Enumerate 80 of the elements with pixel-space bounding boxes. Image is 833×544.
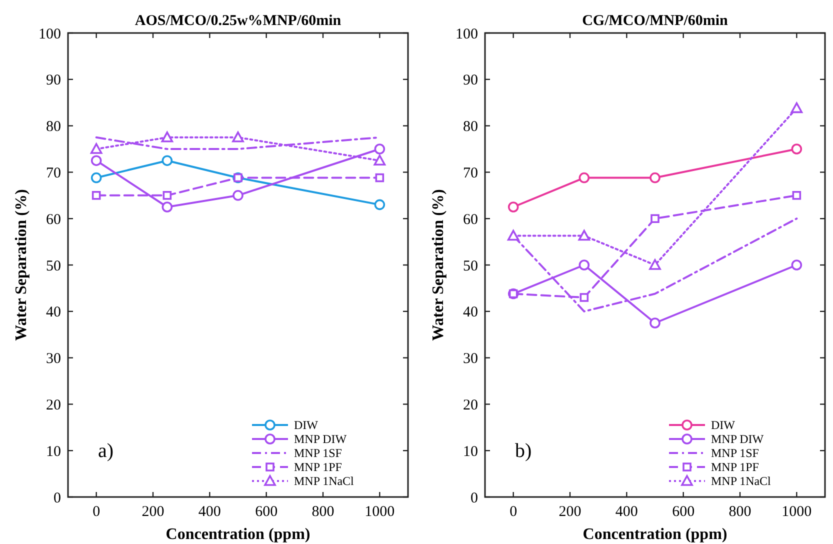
x-axis-title: Concentration (ppm) [582, 526, 728, 543]
point [90, 155, 102, 166]
y-axis-title: Water Separation (%) [13, 189, 30, 341]
x-tick-label: 800 [728, 504, 752, 520]
point [791, 144, 802, 154]
y-tick-label: 10 [463, 444, 478, 460]
point [578, 230, 590, 241]
x-tick-label: 0 [510, 504, 518, 520]
point [580, 293, 589, 302]
point [90, 143, 102, 154]
point [649, 259, 661, 270]
point [92, 191, 101, 200]
point [650, 214, 660, 223]
y-tick-label: 60 [463, 212, 478, 228]
y-tick-label: 60 [46, 212, 61, 228]
point [578, 172, 590, 184]
y-tick-label: 20 [463, 397, 478, 414]
point [578, 260, 590, 270]
x-tick-label: 1000 [364, 504, 395, 520]
legend-label: MNP 1NaCl [294, 474, 355, 488]
point [374, 144, 386, 154]
chart-title: CG/MCO/MNP/60min [582, 13, 729, 29]
point [374, 154, 386, 166]
y-tick-label: 30 [463, 351, 478, 368]
y-tick-label: 80 [46, 119, 61, 136]
y-tick-label: 10 [46, 444, 61, 460]
y-tick-label: 20 [46, 397, 61, 414]
point [374, 199, 386, 210]
point [162, 155, 173, 166]
legend-label: MNP 1SF [294, 446, 342, 460]
point [90, 172, 102, 184]
y-tick-label: 70 [463, 165, 478, 182]
annotation: a) [98, 440, 114, 462]
point [162, 202, 173, 212]
x-tick-label: 600 [672, 504, 695, 520]
point [508, 202, 519, 212]
point [650, 318, 660, 328]
y-tick-label: 90 [46, 72, 61, 89]
y-tick-label: 100 [38, 26, 61, 42]
y-tick-label: 0 [470, 490, 478, 506]
point [790, 102, 803, 114]
x-tick-label: 1000 [782, 504, 812, 520]
legend-label: MNP DIW [294, 432, 348, 446]
y-tick-label: 90 [463, 72, 478, 89]
point [162, 191, 172, 200]
y-tick-label: 80 [463, 119, 478, 136]
x-tick-label: 800 [312, 504, 334, 520]
y-tick-label: 40 [463, 304, 478, 321]
point [792, 191, 802, 200]
point [508, 289, 518, 298]
y-tick-label: 0 [54, 490, 61, 506]
x-axis-title: Concentration (ppm) [166, 526, 310, 543]
point [375, 173, 384, 182]
y-tick-label: 100 [456, 26, 478, 42]
legend-label: DIW [294, 418, 319, 432]
y-tick-label: 30 [46, 351, 61, 368]
chart-title: AOS/MCO/0.25w%MNP/60min [134, 13, 342, 29]
legend-label: MNP DIW [711, 432, 764, 446]
point [232, 132, 244, 142]
x-tick-label: 0 [92, 504, 100, 520]
point [232, 190, 244, 201]
annotation: b) [515, 440, 532, 462]
x-tick-label: 400 [198, 504, 221, 520]
x-tick-label: 600 [255, 504, 278, 520]
point [161, 132, 174, 142]
legend-label: MNP 1PF [711, 460, 760, 474]
x-tick-label: 200 [142, 504, 164, 520]
y-tick-label: 50 [463, 258, 478, 274]
y-tick-label: 50 [46, 258, 61, 274]
y-axis-title: Water Separation (%) [430, 189, 447, 341]
x-tick-label: 200 [558, 504, 582, 520]
legend-label: MNP 1PF [294, 460, 342, 474]
y-tick-label: 40 [46, 304, 61, 321]
legend-label: MNP 1SF [711, 446, 760, 460]
y-tick-label: 70 [46, 165, 61, 182]
legend-label: DIW [711, 418, 736, 432]
x-tick-label: 400 [615, 504, 638, 520]
legend-label: MNP 1NaCl [711, 474, 772, 488]
point [650, 172, 660, 184]
point [791, 260, 802, 270]
